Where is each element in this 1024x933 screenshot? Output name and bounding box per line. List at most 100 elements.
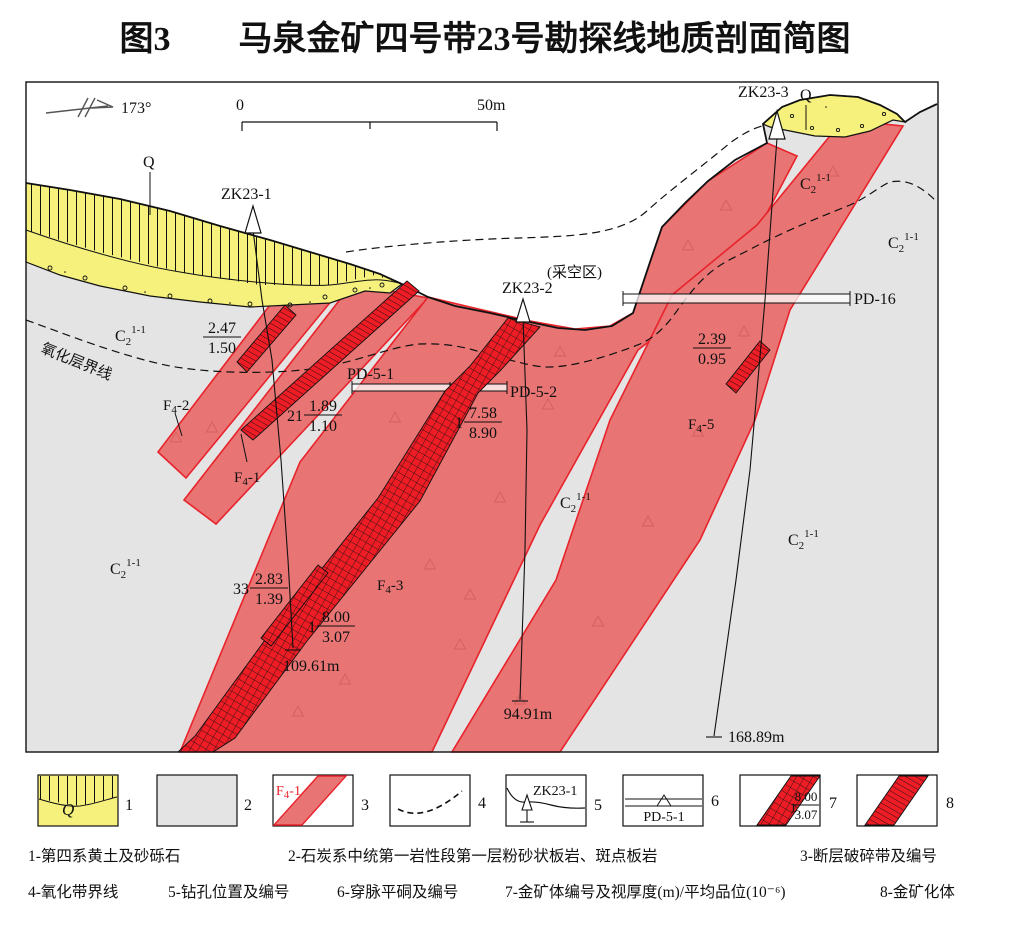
- legend-caption-7: 7-金矿体编号及视厚度(m)/平均品位(10⁻⁶): [505, 883, 786, 901]
- q-label-right: Q: [800, 87, 812, 104]
- breccia-triangle-icon: [513, 692, 527, 705]
- legend-caption-4: 4-氧化带界线: [28, 883, 118, 901]
- legend-caption-8: 8-金矿化体: [880, 883, 955, 901]
- ore-annotation-a283: 2.83 1.39 33: [233, 571, 288, 608]
- legend: Q F4-1 ZK23-1: [28, 774, 955, 901]
- ore-annotation-text: 0.95: [698, 351, 726, 368]
- bearing-arrow-icon: [45, 97, 114, 118]
- fault-label-f4-5: F4-5: [688, 417, 714, 435]
- collar-triangle-zk23-2: [515, 296, 531, 323]
- breccia-triangle-icon: [681, 238, 695, 251]
- gravel-dot: [287, 302, 293, 308]
- legend-caption-5: 5-钻孔位置及编号: [168, 883, 289, 901]
- gravel-dot: [825, 106, 827, 108]
- gravel-dot: [789, 113, 795, 119]
- gravel-dot: [859, 123, 865, 129]
- svg-text:5: 5: [594, 797, 602, 814]
- breccia-triangle-icon: [553, 344, 567, 357]
- breccia-triangle-icon: [541, 397, 555, 410]
- oxidation-boundary-dashed: [25, 180, 938, 373]
- svg-text:4: 4: [478, 795, 486, 812]
- breccia-triangle-icon: [463, 587, 477, 600]
- gravel-dot: [64, 271, 66, 273]
- page-title: 图3 马泉金矿四号带23号勘探线地质剖面简图: [120, 19, 851, 58]
- ore-annotation-text: 1: [455, 415, 463, 432]
- ore-lens-21-f4-1: [240, 280, 420, 441]
- ore-annotation-text: 1.50: [208, 340, 236, 357]
- legend-numbers: 1 2 3 4 5 6 7 8: [125, 793, 954, 814]
- gravel-dot: [881, 111, 887, 117]
- adit-pd16-bar: [622, 293, 851, 304]
- legend-swatch-adit: PD-5-1: [622, 774, 704, 827]
- gravel-dot: [809, 125, 815, 131]
- q-label-left: Q: [143, 154, 155, 171]
- gravel-dot: [47, 265, 53, 271]
- gravel-dot: [322, 294, 328, 300]
- legend-ore-prefix: 1: [790, 800, 797, 815]
- ore-annotation-text: 21: [287, 408, 303, 425]
- ore-grade-annotations: 2.47 1.50 1.89 1.10 21 7.58 8.90 1 2.83 1.39 33 8.0…: [203, 320, 731, 646]
- ore-annotation-a247: 2.47 1.50: [203, 320, 241, 357]
- drill-depth-zk23-2: 94.91m: [504, 706, 553, 723]
- legend-swatch-quaternary: Q: [37, 774, 119, 827]
- unit-label-c2: C21-1: [788, 528, 819, 552]
- terrain-line: [25, 94, 938, 331]
- legend-q-label: Q: [62, 800, 74, 819]
- legend-ore-den: 3.07: [795, 807, 818, 822]
- ore-annotation-text: 1.39: [255, 591, 283, 608]
- unit-label-c2: C21-1: [800, 172, 831, 196]
- fault-label-f4-1: F4-1: [234, 470, 260, 488]
- ore-annotation-text: 33: [233, 581, 249, 598]
- ore-annotation-text: 8.00: [322, 609, 350, 626]
- svg-text:2: 2: [244, 797, 252, 814]
- legend-drill-label: ZK23-1: [533, 784, 577, 799]
- unit-label-c2: C21-1: [110, 557, 141, 581]
- breccia-triangle-icon: [205, 420, 219, 433]
- legend-caption-3: 3-断层破碎带及编号: [800, 847, 937, 865]
- breccia-triangle-icon: [826, 164, 840, 177]
- scale-end: 50m: [477, 97, 506, 114]
- collar-triangle-zk23-3: [768, 108, 786, 140]
- drill-depth-zk23-1: 109.61m: [283, 658, 340, 675]
- ore-annotation-text: 8.90: [469, 425, 497, 442]
- original-surface-dashed: [345, 125, 763, 253]
- drill-id-zk23-2: ZK23-2: [502, 280, 553, 297]
- breccia-triangle-icon: [169, 430, 183, 443]
- gravel-dot: [144, 291, 146, 293]
- breccia-triangle-icon: [423, 557, 437, 570]
- legend-ore-num: 8.00: [795, 789, 818, 804]
- breccia-triangle-icon: [737, 324, 751, 337]
- legend-captions: 1-第四系黄土及砂砾石 2-石炭系中统第一岩性段第一层粉砂状板岩、斑点板岩 3-…: [28, 847, 955, 901]
- legend-swatch-fault: F4-1: [272, 774, 354, 827]
- adit-label-pd5-2: PD-5-2: [510, 384, 557, 401]
- breccia-triangle-icon: [591, 614, 605, 627]
- breccia-triangle-icon: [719, 198, 733, 211]
- legend-swatch-ore: 1 8.00 3.07: [739, 774, 821, 827]
- breccia-triangle-icon: [691, 424, 705, 437]
- gravel-dot: [309, 301, 311, 303]
- ore-annotation-text: 2.83: [255, 571, 283, 588]
- legend-swatch-drill: ZK23-1: [505, 774, 587, 827]
- mineralized-lens-f4-5: [725, 340, 771, 394]
- legend-swatch-mineralized: [856, 774, 938, 827]
- breccia-triangle-icon: [388, 410, 402, 423]
- drill-depth-zk23-3: 168.89m: [728, 729, 785, 746]
- ore-annotation-text: 1: [308, 619, 316, 636]
- legend-adit-label: PD-5-1: [643, 810, 684, 825]
- legend-caption-6: 6-穿脉平硐及编号: [337, 883, 458, 901]
- quaternary-q-left: [25, 182, 404, 308]
- gravel-dot: [835, 127, 841, 133]
- ore-annotation-a758: 7.58 8.90 1: [455, 405, 502, 442]
- scale-bar: [241, 121, 498, 131]
- svg-text:6: 6: [711, 793, 719, 810]
- ore-annotation-text: 2.39: [698, 331, 726, 348]
- gravel-dot: [229, 302, 231, 304]
- gravel-dot: [167, 293, 173, 299]
- collar-triangle-zk23-1: [244, 203, 262, 234]
- svg-text:8: 8: [946, 795, 954, 812]
- breccia-triangle-icon: [493, 490, 507, 503]
- drillhole-zk23-3-line: [713, 137, 778, 737]
- ore-annotation-text: 3.07: [322, 629, 350, 646]
- gravel-dot: [247, 301, 253, 307]
- gravel-dot: [207, 298, 213, 304]
